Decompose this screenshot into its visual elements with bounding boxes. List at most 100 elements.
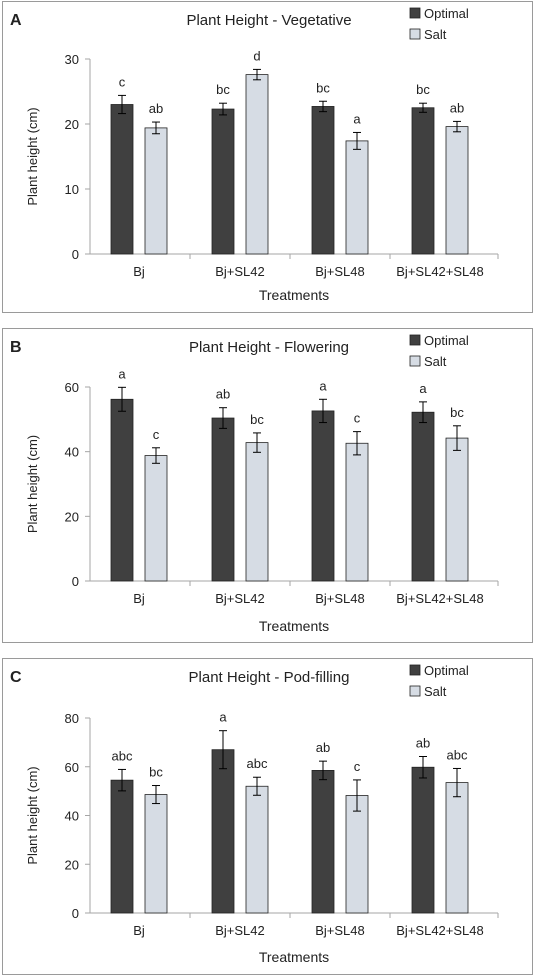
x-tick-label: Bj+SL42+SL48 (396, 923, 483, 938)
chart-panel-b: B Plant Height - Flowering Optimal Salt 0 20 4… (2, 328, 533, 643)
y-tick-label: 20 (65, 857, 79, 872)
significance-label: abc (247, 756, 268, 771)
legend-swatch-salt (409, 685, 421, 697)
y-tick-label: 60 (65, 760, 79, 775)
y-tick-label: 0 (72, 247, 79, 262)
bar-salt (144, 127, 168, 255)
bar-optimal (311, 106, 335, 255)
legend-swatch-salt (409, 355, 421, 367)
y-tick-label: 80 (65, 711, 79, 726)
y-tick-label: 40 (65, 445, 79, 460)
bar-optimal (411, 411, 435, 582)
x-axis-title: Treatments (259, 949, 329, 965)
chart-title: Plant Height - Vegetative (186, 12, 351, 29)
panel-label: A (10, 12, 22, 29)
x-tick-label: Bj+SL42 (215, 264, 265, 279)
significance-label: bc (416, 82, 430, 97)
legend-label-salt: Salt (424, 27, 447, 42)
legend-label-optimal: Optimal (424, 333, 469, 348)
x-axis-title: Treatments (259, 618, 329, 634)
bar-optimal (211, 749, 235, 914)
bar-salt (345, 442, 369, 582)
x-axis-title: Treatments (259, 287, 329, 303)
bar-salt (144, 455, 168, 582)
significance-label: ab (450, 100, 464, 115)
bar-optimal (110, 104, 134, 255)
bar-salt (144, 794, 168, 914)
x-tick-label: Bj+SL42+SL48 (396, 591, 483, 606)
y-tick-label: 30 (65, 52, 79, 67)
bar-optimal (211, 108, 235, 255)
y-tick-label: 0 (72, 574, 79, 589)
bar-salt (345, 795, 369, 914)
y-tick-label: 20 (65, 117, 79, 132)
significance-label: ab (149, 101, 163, 116)
x-tick-label: Bj (133, 264, 145, 279)
chart-panel-c: C Plant Height - Pod-filling Optimal Salt 0 2… (2, 658, 533, 975)
x-tick-label: Bj+SL48 (315, 264, 365, 279)
x-tick-label: Bj+SL48 (315, 591, 365, 606)
legend-label-salt: Salt (424, 354, 447, 369)
y-tick-label: 20 (65, 509, 79, 524)
y-tick-label: 0 (72, 906, 79, 921)
significance-label: a (118, 366, 126, 381)
significance-label: d (253, 48, 260, 63)
bar-optimal (311, 410, 335, 582)
bar-salt (245, 74, 269, 255)
legend-swatch-optimal (409, 664, 421, 676)
bar-salt (445, 126, 469, 255)
bar-optimal (411, 766, 435, 914)
bar-salt (245, 785, 269, 914)
y-axis-title: Plant height (cm) (25, 435, 40, 533)
x-tick-label: Bj+SL42 (215, 591, 265, 606)
legend-label-salt: Salt (424, 684, 447, 699)
significance-label: bc (149, 765, 163, 780)
chart-title: Plant Height - Flowering (189, 339, 349, 356)
significance-label: c (119, 74, 126, 89)
significance-label: bc (450, 405, 464, 420)
y-axis-title: Plant height (cm) (25, 766, 40, 864)
x-tick-label: Bj+SL48 (315, 923, 365, 938)
chart-title: Plant Height - Pod-filling (189, 669, 350, 686)
significance-label: c (354, 759, 361, 774)
x-tick-label: Bj (133, 923, 145, 938)
x-tick-label: Bj+SL42+SL48 (396, 264, 483, 279)
significance-label: bc (316, 80, 330, 95)
significance-label: a (219, 710, 227, 725)
significance-label: ab (316, 740, 330, 755)
bar-salt (445, 782, 469, 914)
y-axis-title: Plant height (cm) (25, 107, 40, 205)
legend-label-optimal: Optimal (424, 6, 469, 21)
chart-panel-a: A Plant Height - Vegetative Optimal Salt 0 10… (2, 1, 533, 313)
bar-optimal (311, 770, 335, 914)
significance-label: abc (447, 747, 468, 762)
significance-label: abc (112, 748, 133, 763)
significance-label: ab (416, 736, 430, 751)
bar-optimal (411, 107, 435, 255)
x-tick-label: Bj+SL42 (215, 923, 265, 938)
panel-label: B (10, 339, 22, 356)
significance-label: a (319, 378, 327, 393)
bar-optimal (110, 398, 134, 582)
significance-label: ab (216, 387, 230, 402)
significance-label: bc (216, 82, 230, 97)
legend-swatch-optimal (409, 7, 421, 19)
y-tick-label: 60 (65, 380, 79, 395)
legend-label-optimal: Optimal (424, 663, 469, 678)
bar-optimal (110, 779, 134, 914)
y-tick-label: 40 (65, 809, 79, 824)
panel-label: C (10, 669, 22, 686)
legend-swatch-salt (409, 28, 421, 40)
significance-label: c (354, 411, 361, 426)
bar-salt (245, 442, 269, 582)
significance-label: a (353, 111, 361, 126)
significance-label: a (419, 381, 427, 396)
significance-label: bc (250, 412, 264, 427)
x-tick-label: Bj (133, 591, 145, 606)
bar-salt (345, 140, 369, 255)
legend-swatch-optimal (409, 334, 421, 346)
significance-label: c (153, 427, 160, 442)
bar-optimal (211, 417, 235, 582)
bar-salt (445, 437, 469, 582)
